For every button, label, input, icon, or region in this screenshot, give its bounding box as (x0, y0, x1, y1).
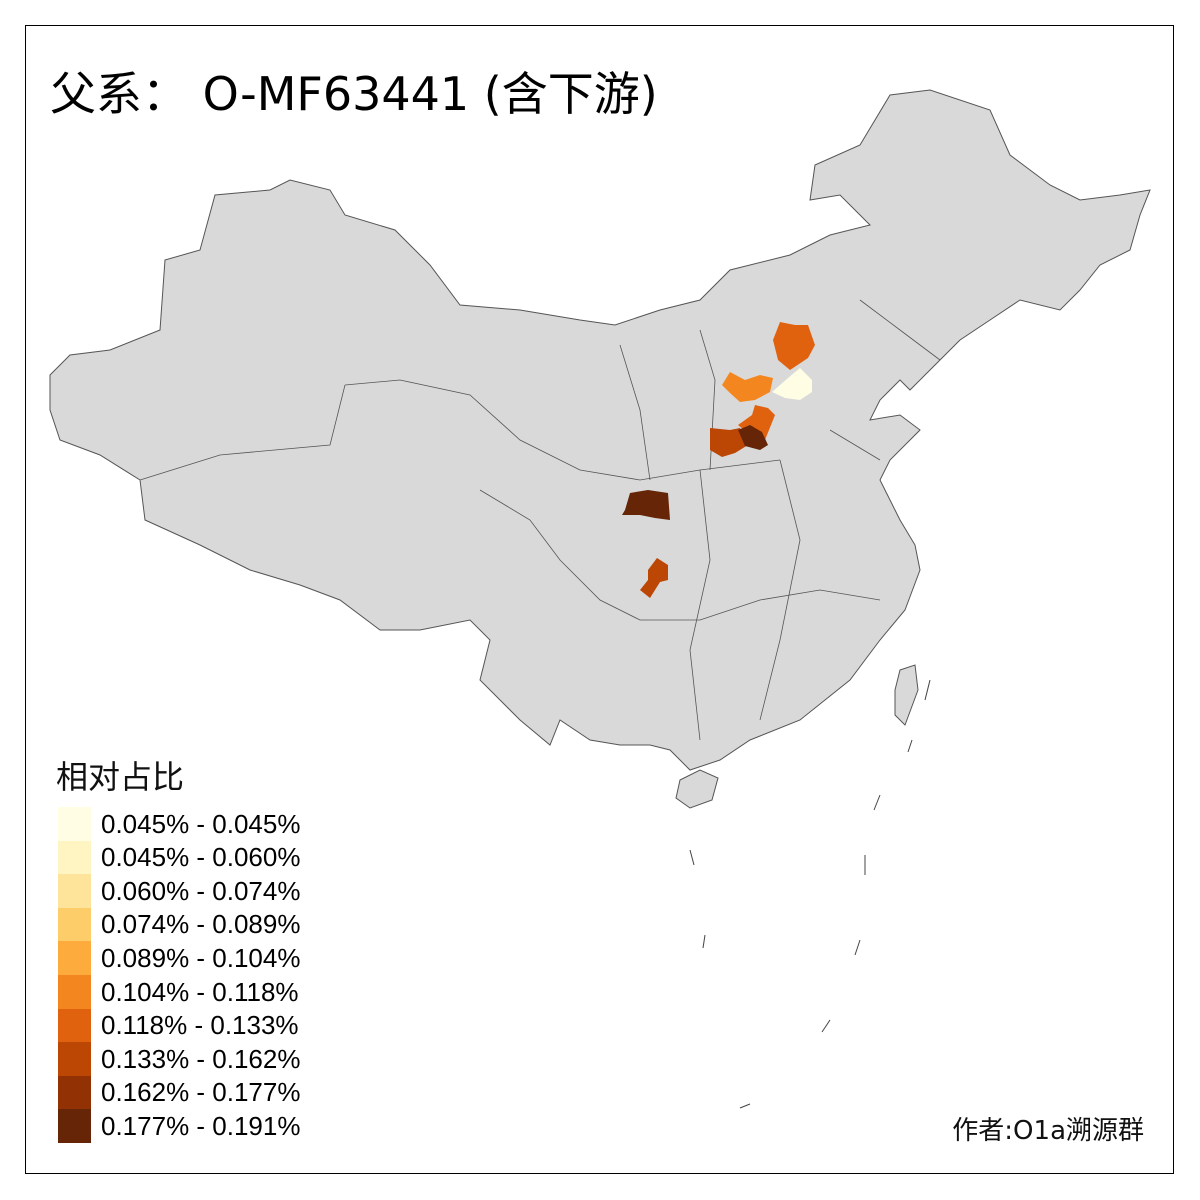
legend-item: 0.177% - 0.191% (58, 1109, 301, 1144)
highlighted-region (710, 428, 748, 457)
legend-item: 0.060% - 0.074% (58, 874, 301, 909)
south-sea-island-mark (739, 1103, 751, 1109)
highlighted-region (640, 558, 668, 598)
legend-label: 0.074% - 0.089% (101, 909, 301, 940)
highlighted-region (738, 425, 768, 450)
legend-label: 0.177% - 0.191% (101, 1110, 301, 1141)
legend-swatch (58, 975, 91, 1009)
legend-item: 0.045% - 0.060% (58, 840, 301, 875)
china-outline (49, 89, 1151, 771)
legend-label: 0.118% - 0.133% (101, 1010, 299, 1041)
plot-frame (25, 25, 1174, 1174)
legend-item: 0.045% - 0.045% (58, 807, 300, 841)
legend-item: 0.074% - 0.089% (58, 907, 301, 942)
legend-swatch (58, 1109, 91, 1144)
highlighted-region (722, 372, 773, 402)
province-border (479, 489, 881, 621)
south-sea-island-mark (854, 939, 861, 956)
legend-swatch (58, 807, 91, 841)
taiwan-island (894, 664, 919, 726)
legend-swatch (58, 840, 91, 875)
south-sea-island-mark (821, 1019, 831, 1033)
south-sea-island-mark (907, 739, 913, 753)
province-border (619, 344, 651, 481)
legend-swatch (58, 941, 91, 976)
legend-item: 0.089% - 0.104% (58, 941, 301, 976)
south-sea-island-mark (924, 679, 931, 701)
legend-label: 0.089% - 0.104% (101, 942, 301, 973)
map-title: 父系： O-MF63441 (含下游) (50, 67, 658, 121)
legend-swatch (58, 874, 91, 909)
province-border (139, 384, 346, 481)
province-border (344, 379, 781, 481)
province-border (829, 429, 881, 461)
province-border (689, 469, 711, 741)
hainan-island (675, 769, 719, 809)
legend-label: 0.104% - 0.118% (101, 976, 299, 1007)
south-sea-island-mark (702, 934, 706, 949)
legend-swatch (58, 1008, 91, 1043)
legend-swatch (58, 907, 91, 942)
legend-item: 0.162% - 0.177% (58, 1075, 301, 1110)
highlighted-region (772, 368, 812, 400)
legend-swatch (58, 1075, 91, 1110)
author-credit: 作者:O1a溯源群 (952, 1116, 1144, 1146)
south-sea-island-mark (873, 794, 881, 811)
legend-label: 0.133% - 0.162% (101, 1043, 301, 1074)
legend-title: 相对占比 (56, 758, 185, 796)
legend-item: 0.104% - 0.118% (58, 975, 299, 1009)
legend-label: 0.060% - 0.074% (101, 875, 301, 906)
highlighted-region (622, 490, 670, 520)
highlighted-region (773, 322, 815, 370)
legend-item: 0.133% - 0.162% (58, 1042, 301, 1077)
legend-label: 0.162% - 0.177% (101, 1077, 301, 1108)
legend-swatch (58, 1042, 91, 1077)
legend-label: 0.045% - 0.045% (101, 808, 301, 839)
south-sea-island-mark (689, 849, 695, 866)
legend-label: 0.045% - 0.060% (101, 842, 301, 873)
province-border (859, 299, 941, 361)
legend-item: 0.118% - 0.133% (58, 1008, 299, 1043)
province-border (759, 459, 801, 721)
